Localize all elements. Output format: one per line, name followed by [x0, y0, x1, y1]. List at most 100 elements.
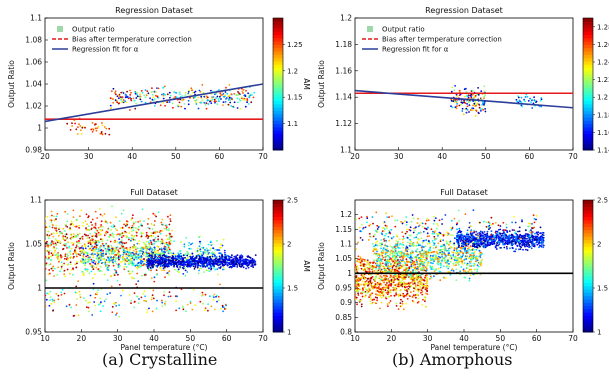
data-point: [147, 217, 150, 220]
data-point: [198, 89, 201, 92]
data-point: [466, 255, 469, 258]
data-point: [382, 271, 385, 273]
data-point: [171, 102, 174, 105]
data-point: [197, 272, 200, 275]
data-point: [416, 284, 419, 287]
data-point: [110, 90, 113, 92]
data-point: [178, 101, 181, 104]
data-point: [136, 267, 139, 270]
data-point: [456, 105, 458, 107]
data-point: [203, 259, 205, 261]
data-point: [436, 252, 439, 255]
data-point: [168, 273, 170, 276]
data-point: [154, 230, 157, 233]
data-point: [45, 217, 46, 220]
data-point: [77, 280, 79, 282]
data-point: [167, 295, 170, 298]
data-point: [214, 308, 216, 311]
data-point: [105, 252, 107, 255]
data-point: [186, 271, 189, 273]
data-point: [136, 272, 139, 275]
data-point: [75, 225, 78, 228]
data-point: [119, 234, 121, 237]
data-point: [368, 270, 371, 273]
colorbar-segment: [273, 70, 283, 75]
data-point: [184, 253, 187, 255]
data-point: [181, 95, 184, 97]
data-point: [450, 99, 453, 102]
data-point: [404, 288, 407, 291]
data-point: [228, 96, 231, 99]
data-point: [186, 265, 188, 268]
data-point: [240, 254, 243, 256]
data-point: [125, 247, 128, 249]
data-point: [157, 97, 160, 99]
colorbar-segment: [273, 133, 283, 138]
x-tick-label: 20: [350, 152, 360, 161]
x-axis-label: Panel temperature (°C): [121, 343, 208, 352]
data-point: [453, 101, 456, 103]
data-point: [103, 300, 106, 303]
colorbar-segment: [273, 213, 283, 217]
data-point: [55, 218, 57, 221]
colorbar-segment: [583, 126, 593, 131]
data-point: [168, 223, 171, 226]
data-point: [396, 274, 398, 276]
data-point: [434, 237, 436, 240]
data-point: [471, 89, 474, 92]
colorbar-segment: [273, 305, 283, 310]
data-point: [108, 261, 111, 264]
data-point: [379, 291, 382, 293]
data-point: [228, 83, 231, 86]
data-point: [380, 296, 383, 299]
data-point: [199, 235, 202, 238]
data-point: [129, 96, 132, 99]
data-point: [160, 242, 162, 245]
data-point: [375, 293, 377, 295]
data-point: [426, 242, 429, 245]
data-point: [252, 266, 255, 268]
data-point: [131, 251, 134, 254]
data-point: [127, 254, 129, 256]
data-point: [129, 94, 132, 96]
colorbar-segment: [583, 93, 593, 98]
colorbar-segment: [273, 34, 283, 39]
x-tick-label: 20: [77, 334, 87, 343]
data-point: [155, 91, 157, 93]
data-point: [75, 252, 77, 255]
data-point: [82, 273, 85, 276]
data-point: [145, 234, 148, 237]
data-point: [84, 251, 87, 254]
data-point: [125, 253, 128, 256]
data-point: [371, 286, 373, 289]
data-point: [71, 242, 73, 244]
data-point: [172, 252, 175, 255]
data-point: [182, 254, 185, 257]
data-point: [126, 90, 128, 93]
data-point: [113, 240, 115, 243]
data-point: [174, 268, 176, 271]
data-point: [221, 304, 224, 307]
data-point: [84, 258, 87, 260]
data-point: [133, 245, 136, 248]
data-point: [149, 97, 152, 100]
data-point: [465, 94, 468, 97]
data-point: [63, 244, 66, 247]
data-point: [419, 251, 421, 253]
data-point: [388, 301, 391, 304]
data-point: [251, 261, 253, 264]
data-point: [161, 230, 164, 232]
data-point: [409, 281, 411, 284]
data-point: [233, 101, 236, 104]
data-point: [145, 249, 148, 252]
data-point: [449, 261, 452, 263]
data-point: [164, 246, 167, 249]
x-tick-label: 50: [186, 334, 196, 343]
data-point: [205, 260, 208, 263]
colorbar-segment: [583, 110, 593, 115]
data-point: [139, 98, 142, 101]
data-point: [248, 262, 251, 264]
data-point: [394, 286, 397, 289]
colorbar-segment: [273, 239, 283, 244]
data-point: [213, 293, 216, 296]
